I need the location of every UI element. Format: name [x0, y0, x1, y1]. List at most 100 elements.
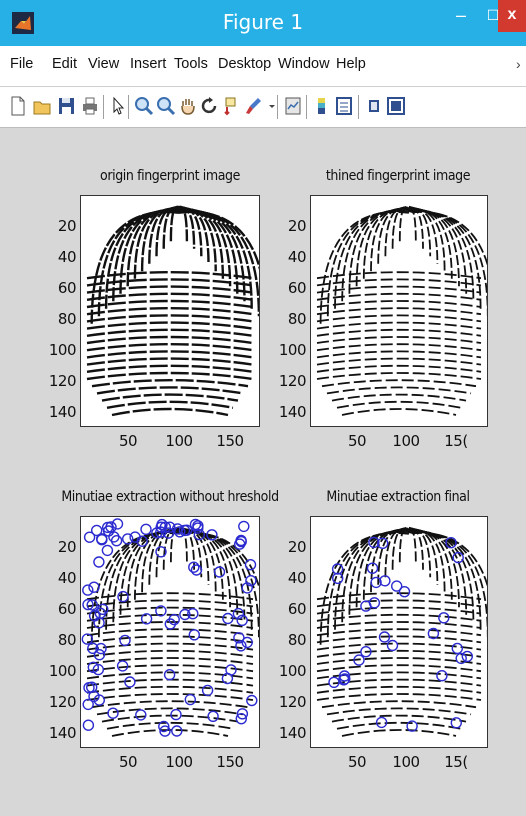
- minutiae-marker: [82, 584, 94, 596]
- ridge-line: [86, 671, 254, 680]
- ridge-line: [316, 664, 482, 673]
- menu-desktop[interactable]: Desktop: [218, 56, 272, 72]
- ridge-line: [91, 379, 249, 388]
- minutiae-marker: [188, 561, 200, 573]
- menu-view[interactable]: View: [88, 56, 120, 72]
- minutiae-marker: [450, 717, 463, 729]
- minutiae-marker: [119, 634, 131, 647]
- zoom-out-icon[interactable]: [156, 95, 176, 117]
- ridge-line: [86, 693, 254, 701]
- minutiae-marker: [241, 582, 253, 594]
- minutiae-marker: [235, 640, 247, 652]
- y-tick-label: 140: [48, 403, 77, 421]
- ridge-line: [316, 278, 482, 287]
- minutiae-marker: [136, 535, 148, 547]
- minutiae-marker: [82, 719, 95, 731]
- ridge-line: [86, 314, 254, 323]
- fingerprint-axes[interactable]: [310, 516, 488, 748]
- ridge-line: [316, 343, 482, 352]
- minutiae-marker: [438, 612, 450, 624]
- show-plot-tools-icon[interactable]: [386, 95, 406, 117]
- ridge-line: [86, 364, 254, 373]
- minutiae-marker: [451, 642, 464, 655]
- fingerprint-axes[interactable]: [310, 195, 488, 427]
- ridge-line: [101, 393, 239, 402]
- ridge-line: [133, 207, 225, 279]
- y-tick-label: 20: [57, 217, 77, 235]
- minutiae-marker: [390, 580, 403, 592]
- colorbar-icon[interactable]: [312, 95, 332, 117]
- link-plot-icon[interactable]: [283, 95, 303, 117]
- y-tick-label: 80: [287, 631, 307, 649]
- fingerprint-image: [316, 205, 487, 416]
- minutiae-marker: [159, 521, 172, 533]
- menu-file[interactable]: File: [10, 56, 34, 72]
- dropdown-arrow-icon[interactable]: [262, 95, 275, 117]
- fingerprint-axes[interactable]: [80, 195, 260, 427]
- pan-icon[interactable]: [178, 95, 198, 117]
- menu-overflow-icon[interactable]: ›: [516, 56, 521, 72]
- save-icon[interactable]: [56, 95, 76, 117]
- hide-plot-tools-icon[interactable]: [364, 95, 384, 117]
- minutiae-marker: [81, 633, 94, 645]
- ridge-line: [384, 527, 432, 578]
- plot-title: origin fingerprint image: [100, 168, 240, 184]
- new-figure-icon[interactable]: [8, 95, 28, 117]
- brush-icon[interactable]: [244, 95, 264, 117]
- ridge-line: [316, 628, 482, 637]
- menu-help[interactable]: Help: [336, 56, 366, 72]
- minutiae-marker: [233, 632, 245, 644]
- ridge-line: [334, 210, 482, 309]
- ridge-line: [316, 321, 482, 330]
- minutiae-marker: [116, 660, 129, 672]
- minutiae-marker: [164, 618, 177, 630]
- ridge-line: [86, 328, 254, 337]
- title-bar[interactable]: Figure 1 – ☐ x: [0, 0, 526, 46]
- ridge-line: [86, 635, 254, 644]
- matlab-icon[interactable]: [12, 12, 34, 34]
- minutiae-marker: [95, 642, 107, 655]
- y-tick-label: 60: [57, 600, 77, 618]
- ridge-line: [316, 372, 482, 380]
- ridge-line: [86, 343, 254, 352]
- minutiae-marker: [92, 663, 104, 676]
- ridge-line: [86, 642, 254, 651]
- maximize-button[interactable]: ☐: [486, 7, 500, 23]
- minutiae-marker: [170, 708, 182, 721]
- minutiae-marker: [238, 520, 250, 533]
- ridge-line: [141, 528, 217, 593]
- close-button[interactable]: x: [498, 0, 526, 32]
- rotate-icon[interactable]: [200, 95, 220, 117]
- minutiae-marker: [233, 538, 246, 550]
- minimize-button[interactable]: –: [455, 5, 466, 25]
- y-tick-label: 100: [48, 341, 77, 359]
- toolbar-separator: [128, 95, 129, 119]
- ridge-line: [341, 729, 457, 737]
- minutiae-marker: [213, 566, 226, 578]
- open-file-icon[interactable]: [32, 95, 52, 117]
- minutiae-marker: [461, 650, 474, 663]
- y-tick-label: 140: [278, 724, 307, 742]
- minutiae-marker: [82, 598, 94, 611]
- pointer-icon[interactable]: [108, 95, 128, 117]
- menu-window[interactable]: Window: [278, 56, 330, 72]
- minutiae-marker: [90, 524, 103, 537]
- print-icon[interactable]: [80, 95, 100, 117]
- data-cursor-icon[interactable]: [222, 95, 242, 117]
- legend-icon[interactable]: [334, 95, 354, 117]
- ridge-line: [86, 335, 254, 345]
- ridge-line: [316, 328, 482, 337]
- menu-insert[interactable]: Insert: [130, 56, 167, 72]
- ridge-line: [112, 530, 246, 623]
- menu-edit[interactable]: Edit: [52, 56, 77, 72]
- y-tick-label: 120: [48, 372, 77, 390]
- y-tick-label: 60: [287, 279, 307, 297]
- fingerprint-axes[interactable]: [80, 516, 260, 748]
- toolbar-separator: [277, 95, 278, 119]
- y-tick-label: 100: [278, 341, 307, 359]
- menu-tools[interactable]: Tools: [174, 56, 208, 72]
- zoom-in-icon[interactable]: [134, 95, 154, 117]
- x-tick-label: 150: [216, 432, 244, 450]
- minutiae-marker: [174, 526, 186, 538]
- minutiae-marker: [105, 521, 117, 533]
